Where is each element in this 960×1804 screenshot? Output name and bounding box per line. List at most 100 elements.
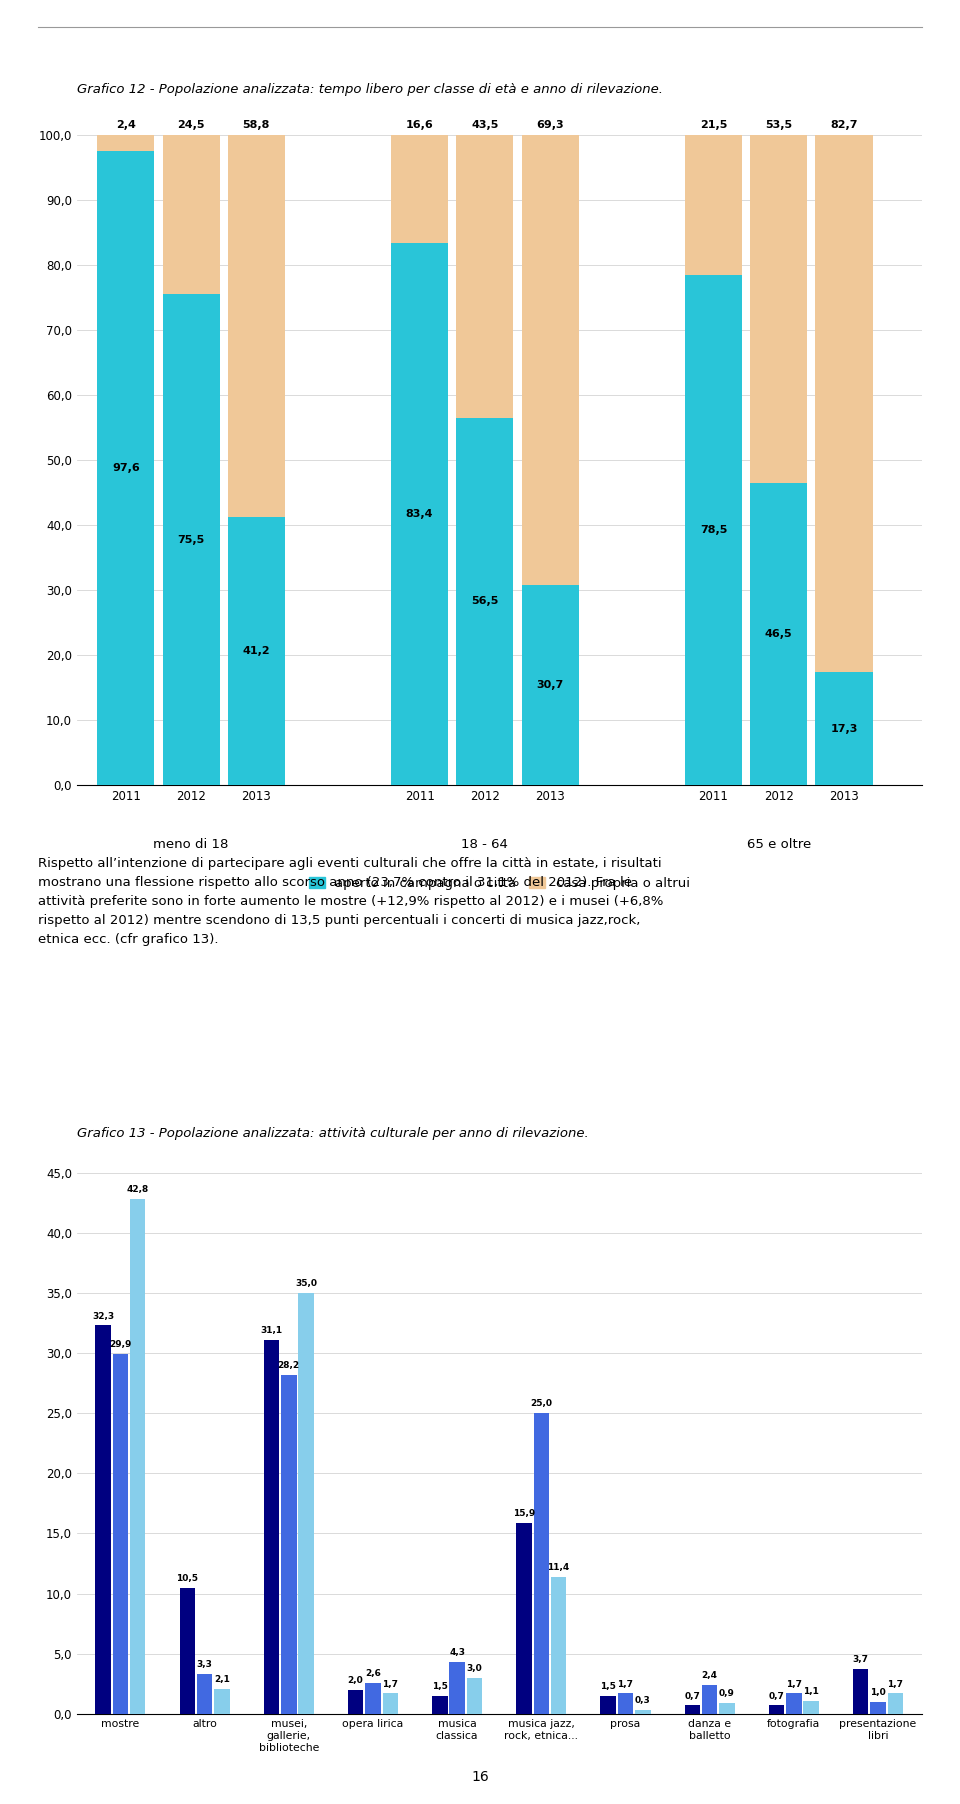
Bar — [197, 1674, 212, 1714]
Bar — [786, 1694, 802, 1714]
Bar — [112, 1355, 129, 1714]
Bar — [534, 1413, 549, 1714]
Bar — [815, 673, 873, 785]
Bar — [382, 1694, 398, 1714]
Text: 2,0: 2,0 — [348, 1676, 364, 1685]
Bar — [432, 1696, 447, 1714]
Bar — [702, 1685, 717, 1714]
Text: Grafico 12 - Popolazione analizzata: tempo libero per classe di età e anno di ri: Grafico 12 - Popolazione analizzata: tem… — [77, 83, 662, 96]
Text: 4,3: 4,3 — [449, 1649, 465, 1658]
Bar — [456, 419, 514, 785]
Text: 1,5: 1,5 — [600, 1681, 616, 1690]
Bar — [719, 1703, 734, 1714]
Text: 0,9: 0,9 — [719, 1689, 735, 1698]
Bar — [804, 1701, 819, 1714]
Bar — [97, 135, 155, 152]
Text: 2,6: 2,6 — [365, 1669, 381, 1678]
Text: 46,5: 46,5 — [765, 630, 793, 639]
Text: 97,6: 97,6 — [112, 464, 139, 473]
Bar — [750, 135, 807, 483]
Bar — [299, 1293, 314, 1714]
Text: 21,5: 21,5 — [700, 121, 727, 130]
Bar — [684, 1705, 700, 1714]
Bar — [449, 1661, 465, 1714]
Text: Rispetto all’intenzione di partecipare agli eventi culturali che offre la città : Rispetto all’intenzione di partecipare a… — [38, 857, 663, 945]
Text: 15,9: 15,9 — [513, 1508, 535, 1517]
Text: 83,4: 83,4 — [406, 509, 433, 520]
Text: 65 e oltre: 65 e oltre — [747, 837, 811, 850]
Bar — [815, 135, 873, 673]
Bar — [521, 584, 579, 785]
Bar — [214, 1689, 229, 1714]
Bar — [391, 244, 448, 785]
Text: 1,5: 1,5 — [432, 1681, 447, 1690]
Text: 43,5: 43,5 — [471, 121, 498, 130]
Bar — [228, 135, 285, 518]
Text: 53,5: 53,5 — [765, 121, 792, 130]
Text: 16: 16 — [471, 1770, 489, 1784]
Bar — [95, 1326, 110, 1714]
Bar — [456, 135, 514, 419]
Text: 1,7: 1,7 — [382, 1680, 398, 1689]
Bar — [348, 1690, 363, 1714]
Bar — [180, 1588, 195, 1714]
Text: 16,6: 16,6 — [406, 121, 434, 130]
Text: Grafico 13 - Popolazione analizzata: attività culturale per anno di rilevazione.: Grafico 13 - Popolazione analizzata: att… — [77, 1128, 588, 1140]
Bar — [391, 135, 448, 244]
Bar — [636, 1710, 651, 1714]
Text: 30,7: 30,7 — [537, 680, 564, 691]
Bar — [281, 1375, 297, 1714]
Bar — [162, 135, 220, 294]
Bar — [684, 135, 742, 274]
Bar — [97, 152, 155, 785]
Bar — [365, 1683, 381, 1714]
Bar — [750, 483, 807, 785]
Text: 2,1: 2,1 — [214, 1674, 229, 1683]
Text: 18 - 64: 18 - 64 — [462, 837, 509, 850]
Text: 29,9: 29,9 — [109, 1340, 132, 1349]
Text: 32,3: 32,3 — [92, 1312, 114, 1321]
Text: 1,0: 1,0 — [870, 1689, 886, 1698]
Bar — [769, 1705, 784, 1714]
Text: 2,4: 2,4 — [116, 121, 135, 130]
Text: 1,7: 1,7 — [786, 1680, 802, 1689]
Text: 1,7: 1,7 — [887, 1680, 903, 1689]
Text: 25,0: 25,0 — [530, 1400, 552, 1409]
Text: 42,8: 42,8 — [127, 1185, 149, 1194]
Bar — [600, 1696, 616, 1714]
Bar — [516, 1523, 532, 1714]
Text: 69,3: 69,3 — [537, 121, 564, 130]
Text: 0,7: 0,7 — [769, 1692, 784, 1701]
Text: 28,2: 28,2 — [277, 1360, 300, 1369]
Text: 3,3: 3,3 — [197, 1660, 212, 1669]
Bar — [617, 1694, 634, 1714]
Text: 3,0: 3,0 — [467, 1663, 482, 1672]
Text: 11,4: 11,4 — [547, 1562, 569, 1571]
Text: 24,5: 24,5 — [178, 121, 204, 130]
Bar — [684, 274, 742, 785]
Legend: aperto in campagna o città, casa propria o altrui: aperto in campagna o città, casa propria… — [303, 871, 695, 895]
Bar — [521, 135, 579, 584]
Text: 0,7: 0,7 — [684, 1692, 700, 1701]
Text: 78,5: 78,5 — [700, 525, 727, 534]
Text: meno di 18: meno di 18 — [154, 837, 228, 850]
Text: 10,5: 10,5 — [177, 1573, 199, 1582]
Bar — [228, 518, 285, 785]
Text: 75,5: 75,5 — [178, 534, 204, 545]
Bar — [870, 1701, 886, 1714]
Text: 17,3: 17,3 — [830, 723, 857, 734]
Bar — [467, 1678, 482, 1714]
Text: 35,0: 35,0 — [295, 1279, 317, 1288]
Bar — [888, 1694, 903, 1714]
Text: 1,1: 1,1 — [804, 1687, 819, 1696]
Text: 58,8: 58,8 — [243, 121, 270, 130]
Text: 31,1: 31,1 — [260, 1326, 282, 1335]
Text: 1,7: 1,7 — [617, 1680, 634, 1689]
Bar — [551, 1577, 566, 1714]
Text: 0,3: 0,3 — [635, 1696, 651, 1705]
Text: 41,2: 41,2 — [243, 646, 270, 657]
Bar — [162, 294, 220, 785]
Bar — [130, 1200, 146, 1714]
Text: 56,5: 56,5 — [471, 597, 498, 606]
Text: 2,4: 2,4 — [702, 1671, 718, 1680]
